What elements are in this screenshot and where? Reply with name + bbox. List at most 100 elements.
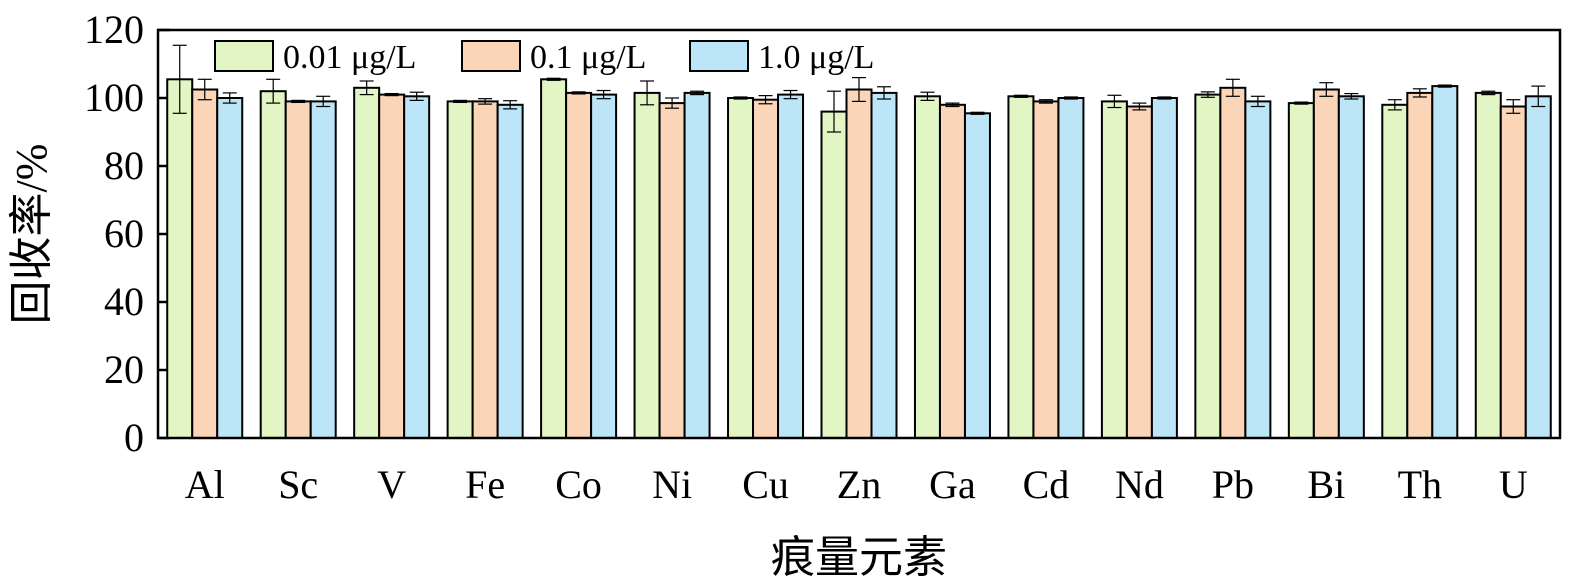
error-bar-cu-series-3 <box>783 89 798 100</box>
plot-area-frame <box>156 28 1562 440</box>
error-bar-sc-series-3 <box>316 95 331 108</box>
bar-bi-series-1 <box>1287 102 1315 439</box>
bar-co-series-2 <box>565 91 593 440</box>
error-bar-ga-series-3 <box>970 111 985 115</box>
error-bar-v-series-2 <box>384 92 399 97</box>
bar-ga-series-3 <box>963 112 991 440</box>
error-bar-th-series-1 <box>1387 99 1402 111</box>
error-bar-sc-series-1 <box>266 78 281 104</box>
bar-al-series-3 <box>216 97 244 439</box>
error-bar-co-series-3 <box>596 89 611 100</box>
y-tick-label: 0 <box>124 415 144 460</box>
error-bar-v-series-1 <box>359 80 374 96</box>
x-category-label-co: Co <box>555 462 602 507</box>
bar-ni-series-2 <box>658 102 686 439</box>
error-bar-zn-series-3 <box>877 86 891 100</box>
error-bar-nd-series-2 <box>1132 102 1147 111</box>
bar-cu-series-1 <box>727 97 755 439</box>
error-bar-ni-series-2 <box>665 97 680 109</box>
x-category-label-al: Al <box>185 462 225 507</box>
bar-fe-series-1 <box>446 100 474 440</box>
bar-v-series-2 <box>378 93 406 439</box>
error-bar-nd-series-3 <box>1157 96 1172 100</box>
bar-zn-series-2 <box>845 88 873 439</box>
bar-bi-series-2 <box>1312 88 1340 439</box>
bar-fe-series-3 <box>496 103 524 440</box>
bar-zn-series-1 <box>820 110 848 439</box>
legend-swatch-series-1 <box>214 40 274 72</box>
x-category-label-zn: Zn <box>837 462 881 507</box>
bar-u-series-3 <box>1524 95 1552 440</box>
error-bar-zn-series-2 <box>852 76 866 103</box>
error-bar-fe-series-1 <box>453 99 468 104</box>
legend: 0.01 μg/L 0.1 μg/L 1.0 μg/L <box>214 39 874 76</box>
x-category-label-cd: Cd <box>1023 462 1070 507</box>
bar-al-series-1 <box>166 78 194 440</box>
x-category-label-cu: Cu <box>742 462 789 507</box>
error-bar-fe-series-3 <box>503 100 518 110</box>
y-tick-label: 60 <box>104 211 144 256</box>
y-tick-label: 20 <box>104 347 144 392</box>
error-bar-cd-series-1 <box>1013 94 1028 98</box>
error-bar-zn-series-1 <box>827 90 841 133</box>
error-bar-cd-series-2 <box>1038 99 1053 104</box>
legend-label-series-3: 1.0 μg/L <box>758 39 874 76</box>
bar-fe-series-2 <box>471 100 499 440</box>
x-category-label-bi: Bi <box>1307 462 1345 507</box>
x-category-label-pb: Pb <box>1212 462 1254 507</box>
error-bar-pb-series-1 <box>1200 91 1215 98</box>
error-bar-al-series-1 <box>172 44 187 114</box>
legend-swatch-series-2 <box>461 40 521 72</box>
error-bar-bi-series-2 <box>1319 82 1334 97</box>
error-bar-cd-series-3 <box>1063 96 1078 100</box>
error-bar-bi-series-1 <box>1294 101 1309 105</box>
error-bar-pb-series-2 <box>1225 78 1240 97</box>
error-bar-nd-series-1 <box>1107 94 1122 109</box>
bar-nd-series-3 <box>1150 97 1178 439</box>
x-category-label-sc: Sc <box>278 462 318 507</box>
x-category-label-u: U <box>1499 462 1528 507</box>
bar-u-series-1 <box>1474 91 1502 440</box>
error-bar-u-series-3 <box>1531 85 1546 108</box>
bar-ga-series-2 <box>938 103 966 440</box>
error-bar-u-series-2 <box>1506 99 1521 114</box>
x-category-label-ga: Ga <box>929 462 976 507</box>
error-bar-pb-series-3 <box>1250 95 1265 108</box>
error-bar-cu-series-2 <box>758 95 773 105</box>
y-tick-label: 80 <box>104 143 144 188</box>
bar-v-series-1 <box>353 86 381 440</box>
error-bar-ni-series-3 <box>690 90 705 96</box>
error-bar-v-series-3 <box>409 91 424 101</box>
bar-cu-series-2 <box>752 98 780 439</box>
bar-pb-series-1 <box>1194 93 1222 439</box>
legend-swatch-series-3 <box>689 40 749 72</box>
error-bar-co-series-1 <box>546 77 561 81</box>
legend-label-series-2: 0.1 μg/L <box>530 39 646 76</box>
y-axis-title: 回收率/% <box>7 144 56 325</box>
error-bar-co-series-2 <box>571 91 586 95</box>
bar-cd-series-1 <box>1007 95 1035 440</box>
bar-al-series-2 <box>191 88 219 439</box>
error-bar-fe-series-2 <box>478 98 493 105</box>
bar-nd-series-1 <box>1100 100 1128 440</box>
x-category-label-th: Th <box>1398 462 1442 507</box>
bar-u-series-2 <box>1499 105 1527 439</box>
x-category-label-ni: Ni <box>652 462 692 507</box>
x-category-label-nd: Nd <box>1115 462 1164 507</box>
error-bar-cu-series-1 <box>733 96 748 100</box>
legend-label-series-1: 0.01 μg/L <box>283 39 416 76</box>
error-bar-u-series-1 <box>1481 90 1496 96</box>
error-bar-al-series-2 <box>197 78 212 101</box>
bar-nd-series-2 <box>1125 105 1153 439</box>
error-bar-al-series-3 <box>222 92 237 104</box>
bar-th-series-3 <box>1431 85 1459 439</box>
bar-co-series-1 <box>540 78 568 440</box>
x-category-label-fe: Fe <box>465 462 505 507</box>
error-bar-sc-series-2 <box>291 99 306 104</box>
bar-ni-series-3 <box>683 91 711 440</box>
bar-co-series-3 <box>590 93 618 439</box>
bar-ga-series-1 <box>913 95 941 440</box>
bar-pb-series-3 <box>1244 100 1272 440</box>
bar-pb-series-2 <box>1219 86 1247 440</box>
